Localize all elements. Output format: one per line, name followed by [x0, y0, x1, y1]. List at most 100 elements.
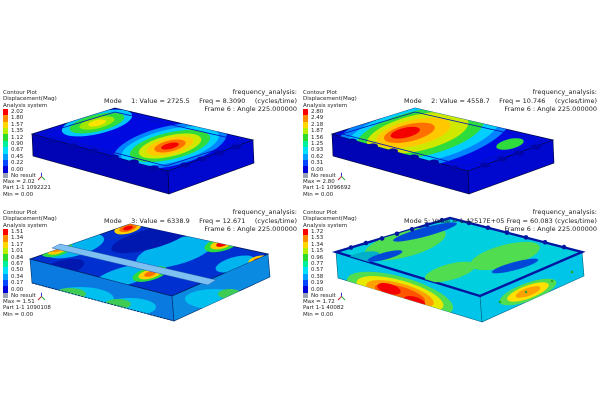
no-result-chip: [3, 293, 8, 299]
legend-row: 0.34: [3, 273, 83, 281]
mode-label: Mode: [404, 216, 422, 225]
max-label: Max = 2.02: [3, 179, 35, 186]
legend-value: 1.72: [311, 229, 324, 236]
legend-row: 1.34: [303, 241, 383, 249]
viewport-mode-2[interactable]: frequency_analysis: Mode 2: Value = 4558…: [300, 84, 600, 204]
legend-row: 1.15: [303, 248, 383, 255]
legend-row: 1.87: [303, 128, 383, 135]
model-mode-2: [330, 107, 555, 195]
legend-value: 0.57: [311, 267, 324, 274]
coordinate-triad-icon: [337, 172, 346, 180]
legend-row: 0.90: [3, 140, 83, 148]
mode-units: (cycles/time): [554, 216, 597, 225]
legend-row: 0.00: [303, 166, 383, 173]
legend-chip: [3, 108, 8, 116]
legend-chip: [3, 160, 8, 167]
min-label: Min = 0.00: [303, 191, 334, 198]
analysis-name: frequency_analysis:: [232, 208, 297, 216]
model-mode-1: [30, 107, 255, 195]
legend-value: 0.17: [11, 280, 24, 287]
contour-legend: Contour Plot Displacement(Mag) Analysis …: [3, 210, 83, 318]
legend-result-type: Displacement(Mag): [303, 216, 357, 223]
legend-value: 2.49: [311, 115, 324, 122]
clamp-bumps: [347, 138, 541, 171]
viewport-header: frequency_analysis: Mode 3: Value = 6338…: [104, 208, 297, 234]
legend-chip: [3, 267, 8, 274]
legend-chip: [303, 260, 308, 268]
min-label: Min = 0.00: [303, 311, 334, 318]
frame-label: Frame 6 : Angle 225.000000: [204, 225, 297, 233]
mode-value: 1: Value = 2725.5: [131, 96, 190, 105]
legend-chip: [303, 166, 308, 173]
legend-chip: [3, 147, 8, 154]
legend-chip: [303, 241, 308, 249]
mode-value: 2: Value = 4558.7: [431, 96, 490, 105]
legend-chip: [3, 166, 8, 173]
legend-row: 2.02: [3, 108, 83, 116]
analysis-name: frequency_analysis:: [532, 208, 597, 216]
legend-row: 2.80: [303, 108, 383, 116]
no-result-chip: [303, 173, 308, 179]
legend-row: 0.50: [3, 267, 83, 274]
contour-legend: Contour Plot Displacement(Mag) Analysis …: [303, 90, 383, 198]
contour-legend: Contour Plot Displacement(Mag) Analysis …: [3, 90, 83, 198]
legend-value: 1.25: [311, 141, 324, 148]
legend-chip: [303, 121, 308, 129]
legend-value: 0.90: [11, 141, 24, 148]
viewport-mode-3[interactable]: frequency_analysis: Mode 3: Value = 6338…: [0, 204, 300, 324]
no-result-label: No result: [11, 172, 36, 179]
side-hotspots: [498, 270, 574, 306]
legend-row: 1.56: [303, 134, 383, 141]
legend-row: 0.45: [3, 153, 83, 161]
legend-value: 0.00: [11, 286, 24, 293]
legend-row: 0.19: [303, 280, 383, 287]
max-label: Max = 1.72: [303, 299, 335, 306]
legend-chip: [303, 286, 308, 293]
legend-system: Analysis system: [303, 222, 348, 229]
viewport-mode-1[interactable]: frequency_analysis: Mode 1: Value = 2725…: [0, 84, 300, 204]
max-label: Max = 2.80: [303, 179, 335, 186]
legend-row: 1.12: [3, 134, 83, 141]
legend-chip: [303, 248, 308, 255]
legend-row: 0.57: [303, 267, 383, 274]
legend-chip: [3, 128, 8, 135]
legend-value: 1.87: [311, 128, 324, 135]
legend-chip: [303, 115, 308, 122]
model-mode-3: [28, 223, 271, 322]
legend-chip: [303, 228, 308, 236]
no-result-label: No result: [311, 172, 336, 179]
no-result-row: No result: [3, 292, 83, 300]
max-entity: Part 1-1 1092221: [3, 185, 51, 192]
no-result-row: No result: [303, 292, 383, 300]
model-mode-5: [331, 216, 586, 323]
legend-value: 1.34: [311, 241, 324, 248]
legend-title: Contour Plot: [303, 210, 338, 216]
legend-title: Contour Plot: [3, 210, 38, 216]
legend-chip: [3, 134, 8, 141]
analysis-name: frequency_analysis:: [532, 88, 597, 96]
legend-chip: [303, 140, 308, 148]
legend-title: Contour Plot: [3, 90, 38, 96]
legend-value: 0.00: [311, 286, 324, 293]
mode-label: Mode: [104, 216, 122, 225]
legend-row: 0.62: [303, 153, 383, 161]
no-result-label: No result: [311, 292, 336, 299]
legend-chip: [3, 235, 8, 242]
legend-row: 0.38: [303, 273, 383, 281]
legend-row: 0.93: [303, 147, 383, 154]
min-label: Min = 0.00: [3, 311, 34, 318]
viewport-mode-5[interactable]: frequency_analysis: Mode 5: Value = 1.42…: [300, 204, 600, 324]
legend-value: 0.62: [311, 153, 324, 160]
legend-value: 1.56: [311, 134, 324, 141]
legend-row: 0.31: [303, 160, 383, 167]
no-result-chip: [3, 173, 8, 179]
max-entity: Part 1-1 1090108: [3, 305, 51, 312]
legend-system: Analysis system: [3, 102, 48, 109]
legend-value: 1.01: [11, 248, 24, 255]
no-result-label: No result: [11, 292, 36, 299]
mode-freq: Freq = 12.671: [199, 216, 246, 225]
legend-row: 2.49: [303, 115, 383, 122]
legend-row: 1.35: [3, 128, 83, 135]
legend-row: 1.01: [3, 248, 83, 255]
coordinate-triad-icon: [37, 292, 46, 300]
